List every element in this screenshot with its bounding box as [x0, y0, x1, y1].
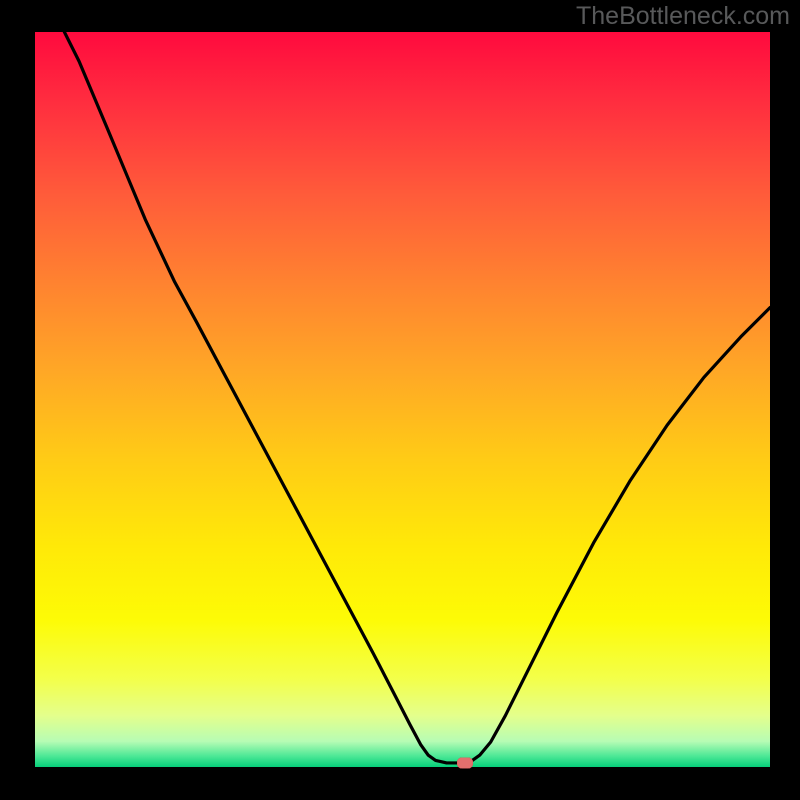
- optimal-point-marker: [457, 757, 473, 768]
- plot-frame: [35, 32, 770, 767]
- chart-stage: TheBottleneck.com: [0, 0, 800, 800]
- bottleneck-curve: [35, 32, 770, 767]
- watermark-label: TheBottleneck.com: [576, 2, 790, 31]
